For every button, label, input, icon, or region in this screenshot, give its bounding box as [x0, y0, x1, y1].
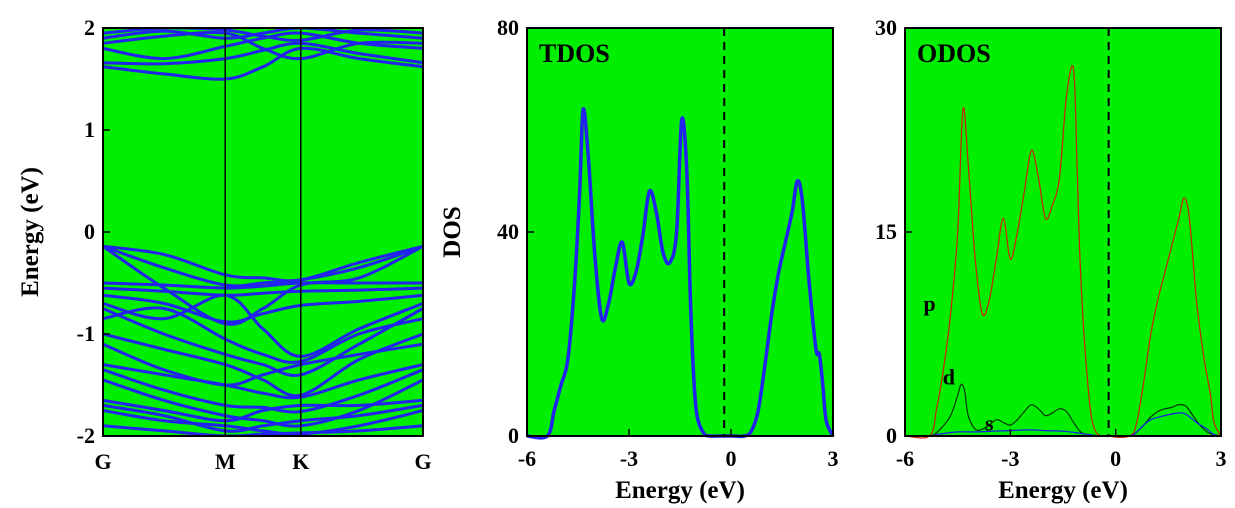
y-tick-label: 40 — [497, 219, 519, 244]
x-tick-label: 3 — [828, 446, 839, 471]
y-tick-label: 1 — [84, 117, 95, 142]
odos-title: ODOS — [917, 39, 991, 68]
y-tick-label: 15 — [875, 219, 897, 244]
y-tick-label: -1 — [77, 321, 95, 346]
y-tick-label: 0 — [508, 423, 519, 448]
orbital-label: p — [923, 291, 935, 316]
x-tick-label: 3 — [1216, 446, 1227, 471]
x-tick-label: -3 — [1001, 446, 1019, 471]
tdos-y-axis-label: DOS — [439, 206, 466, 257]
x-tick-label: -6 — [518, 446, 536, 471]
y-tick-label: 80 — [497, 15, 519, 40]
band-panel: 2 1 0 -1 -2 G M K G Energy (eV) — [17, 15, 432, 474]
tdos-title: TDOS — [539, 39, 610, 68]
kpoint-label: G — [414, 449, 431, 474]
odos-panel: 0 15 30 -6 -3 0 3 p d s ODOS Energy (eV) — [875, 15, 1227, 504]
y-tick-label: 0 — [886, 423, 897, 448]
x-tick-label: 0 — [1110, 446, 1121, 471]
x-tick-label: -6 — [896, 446, 914, 471]
y-tick-label: 2 — [84, 15, 95, 40]
y-tick-label: 0 — [84, 219, 95, 244]
x-tick-label: 0 — [726, 446, 737, 471]
tdos-panel: 0 40 80 -6 -3 0 3 TDOS DOS Energy (eV) — [439, 15, 839, 504]
y-tick-label: 30 — [875, 15, 897, 40]
kpoint-label: M — [215, 449, 236, 474]
tdos-x-axis-label: Energy (eV) — [615, 477, 745, 504]
orbital-label: d — [943, 364, 955, 389]
x-tick-label: -3 — [620, 446, 638, 471]
y-tick-label: -2 — [77, 423, 95, 448]
kpoint-label: K — [292, 449, 309, 474]
odos-x-axis-label: Energy (eV) — [998, 477, 1128, 504]
kpoint-label: G — [94, 449, 111, 474]
band-y-axis-label: Energy (eV) — [17, 167, 44, 297]
orbital-label: s — [985, 411, 994, 436]
